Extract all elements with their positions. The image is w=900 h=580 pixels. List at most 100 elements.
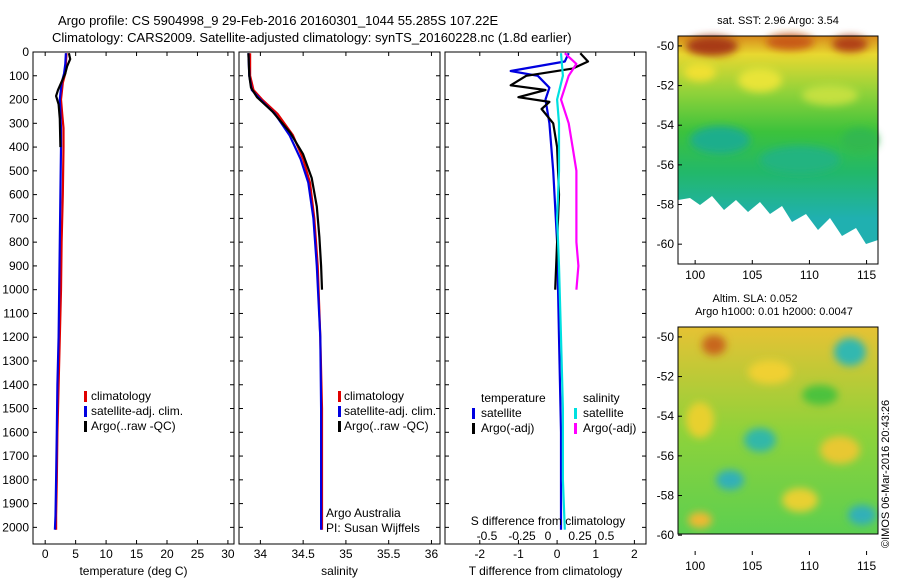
temperature-ytick-label: 500 — [9, 164, 29, 178]
difference-xtick-label: 0 — [554, 547, 561, 561]
difference-salinity-legend-swatch — [574, 423, 577, 434]
temperature-legend-label: satellite-adj. clim. — [91, 404, 183, 418]
sst_map-xtick-label: 100 — [685, 268, 705, 282]
sst_map-ytick-label: -60 — [657, 237, 675, 251]
figure-title-line1: Argo profile: CS 5904998_9 29-Feb-2016 2… — [58, 13, 499, 28]
temperature-xlabel: temperature (deg C) — [79, 564, 187, 578]
salinity-xlabel: salinity — [321, 564, 358, 578]
sla-map-title-line2: Argo h1000: 0.01 h2000: 0.0047 — [695, 306, 853, 318]
figure-title-line2: Climatology: CARS2009. Satellite-adjuste… — [52, 30, 572, 45]
difference-xtick-label: 2 — [631, 547, 638, 561]
temperature-plot-frame — [32, 51, 235, 545]
difference-top-tick-label: 0.5 — [598, 529, 615, 543]
difference-temperature-legend-swatch — [472, 423, 475, 434]
difference-temperature-legend-label: Argo(-adj) — [481, 421, 534, 435]
temperature-xtick-label: 10 — [99, 547, 113, 561]
temperature-ytick-label: 600 — [9, 188, 29, 202]
pi-annotation: PI: Susan Wijffels — [326, 521, 420, 535]
sst-map-panel: sat. SST: 2.96 Argo: 3.54 100 105 110 115 -5… — [657, 15, 879, 282]
salinity-xtick-label: 35.5 — [377, 547, 401, 561]
difference-xtick-label: 1 — [592, 547, 599, 561]
temperature-ytick-label: 100 — [9, 69, 29, 83]
sst_map-ytick-label: -58 — [657, 198, 675, 212]
temperature-ytick-label: 800 — [9, 235, 29, 249]
temperature-legend-swatch — [84, 391, 87, 402]
sla-map-title-line1: Altim. SLA: 0.052 — [713, 293, 798, 305]
temperature-ytick-label: 0 — [22, 45, 29, 59]
difference-top-axis-label: S difference from climatology — [471, 514, 626, 528]
sla_map-ytick-label: -54 — [657, 409, 675, 423]
temperature-ytick-label: 1100 — [3, 306, 29, 320]
sla_map-xtick-label: 115 — [857, 559, 876, 573]
difference-xlabel: T difference from climatology — [469, 564, 623, 578]
sla_map-ytick-label: -60 — [657, 528, 675, 542]
temperature-legend-swatch — [84, 406, 87, 417]
temperature-ytick-label: 1900 — [2, 497, 29, 511]
salinity-legend-label: satellite-adj. clim. — [344, 404, 436, 418]
temperature-ytick-label: 200 — [9, 93, 29, 107]
temperature-legend-label: Argo(..raw -QC) — [91, 419, 176, 433]
sla_map-ytick-label: -56 — [657, 449, 675, 463]
temperature-ytick-label: 1000 — [2, 283, 29, 297]
difference-top-tick-label: 0 — [545, 529, 552, 543]
sla_map-ytick-label: -50 — [657, 330, 675, 344]
temperature-xtick-label: 5 — [72, 547, 79, 561]
temperature-xtick-label: 30 — [221, 547, 235, 561]
difference-temperature-legend-swatch — [472, 408, 475, 419]
temperature-ytick-label: 2000 — [2, 520, 29, 534]
sst-map-title: sat. SST: 2.96 Argo: 3.54 — [717, 15, 839, 27]
temperature-panel: 0 5 10 15 20 25 30 temperature (deg C) 0 100 200 30… — [2, 45, 235, 578]
salinity-xtick-label: 34.5 — [291, 547, 315, 561]
salinity-xtick-label: 35 — [339, 547, 353, 561]
salinity-plot-frame — [238, 51, 441, 545]
difference-salinity-legend-label: Argo(-adj) — [583, 421, 636, 435]
sla_map-xtick-label: 110 — [800, 559, 819, 573]
sst-map-frame — [677, 35, 879, 265]
argo-australia-annotation: Argo Australia — [326, 506, 401, 520]
temperature-ytick-label: 300 — [9, 116, 29, 130]
temperature-ytick-label: 1600 — [2, 425, 29, 439]
sla-map-frame — [677, 326, 879, 535]
temperature-ytick-label: 1400 — [2, 378, 29, 392]
temperature-ytick-label: 1700 — [2, 449, 29, 463]
sst_map-xtick-label: 105 — [742, 268, 762, 282]
sla_map-ytick-label: -58 — [657, 489, 675, 503]
salinity-panel: 34 34.5 35 35.5 36 salinity climatologysatelli… — [238, 51, 441, 578]
sla_map-xtick-label: 100 — [685, 559, 705, 573]
difference-salinity-legend-title: salinity — [583, 391, 620, 405]
difference-top-tick-label: 0.25 — [568, 529, 592, 543]
difference-series-line — [509, 52, 570, 530]
temperature-xtick-label: 25 — [191, 547, 205, 561]
salinity-xtick-label: 36 — [425, 547, 439, 561]
temperature-xtick-label: 20 — [160, 547, 174, 561]
salinity-legend-swatch — [338, 406, 341, 417]
sla_map-xtick-label: 105 — [742, 559, 762, 573]
sla-map-panel: Altim. SLA: 0.052 Argo h1000: 0.01 h2000… — [657, 293, 879, 573]
temperature-ytick-label: 700 — [9, 211, 29, 225]
difference-series-line — [555, 53, 566, 530]
temperature-ytick-label: 1800 — [2, 473, 29, 487]
imos-credit: ©IMOS 06-Mar-2016 20:43:26 — [880, 400, 892, 548]
salinity-legend-label: Argo(..raw -QC) — [344, 419, 429, 433]
difference-temperature-legend-label: satellite — [481, 406, 522, 420]
salinity-legend-swatch — [338, 421, 341, 432]
sst_map-xtick-label: 110 — [800, 268, 819, 282]
sst_map-xtick-label: 115 — [857, 268, 876, 282]
sst_map-ytick-label: -56 — [657, 158, 675, 172]
sst-map-land-mask — [678, 196, 878, 264]
difference-temperature-legend-title: temperature — [481, 391, 546, 405]
temperature-legend-label: climatology — [91, 389, 151, 403]
temperature-ytick-label: 900 — [9, 259, 29, 273]
difference-salinity-legend-swatch — [574, 408, 577, 419]
temperature-ytick-label: 400 — [9, 140, 29, 154]
difference-plot-frame — [444, 51, 647, 545]
difference-top-tick-label: -0.5 — [477, 529, 498, 543]
sla_map-ytick-label: -52 — [657, 370, 675, 384]
difference-top-tick-label: -0.25 — [508, 529, 536, 543]
sla-map-texture — [686, 335, 876, 528]
temperature-ytick-label: 1200 — [2, 330, 29, 344]
salinity-xtick-label: 34 — [254, 547, 268, 561]
difference-xtick-label: -2 — [474, 547, 485, 561]
sst_map-ytick-label: -54 — [657, 118, 675, 132]
